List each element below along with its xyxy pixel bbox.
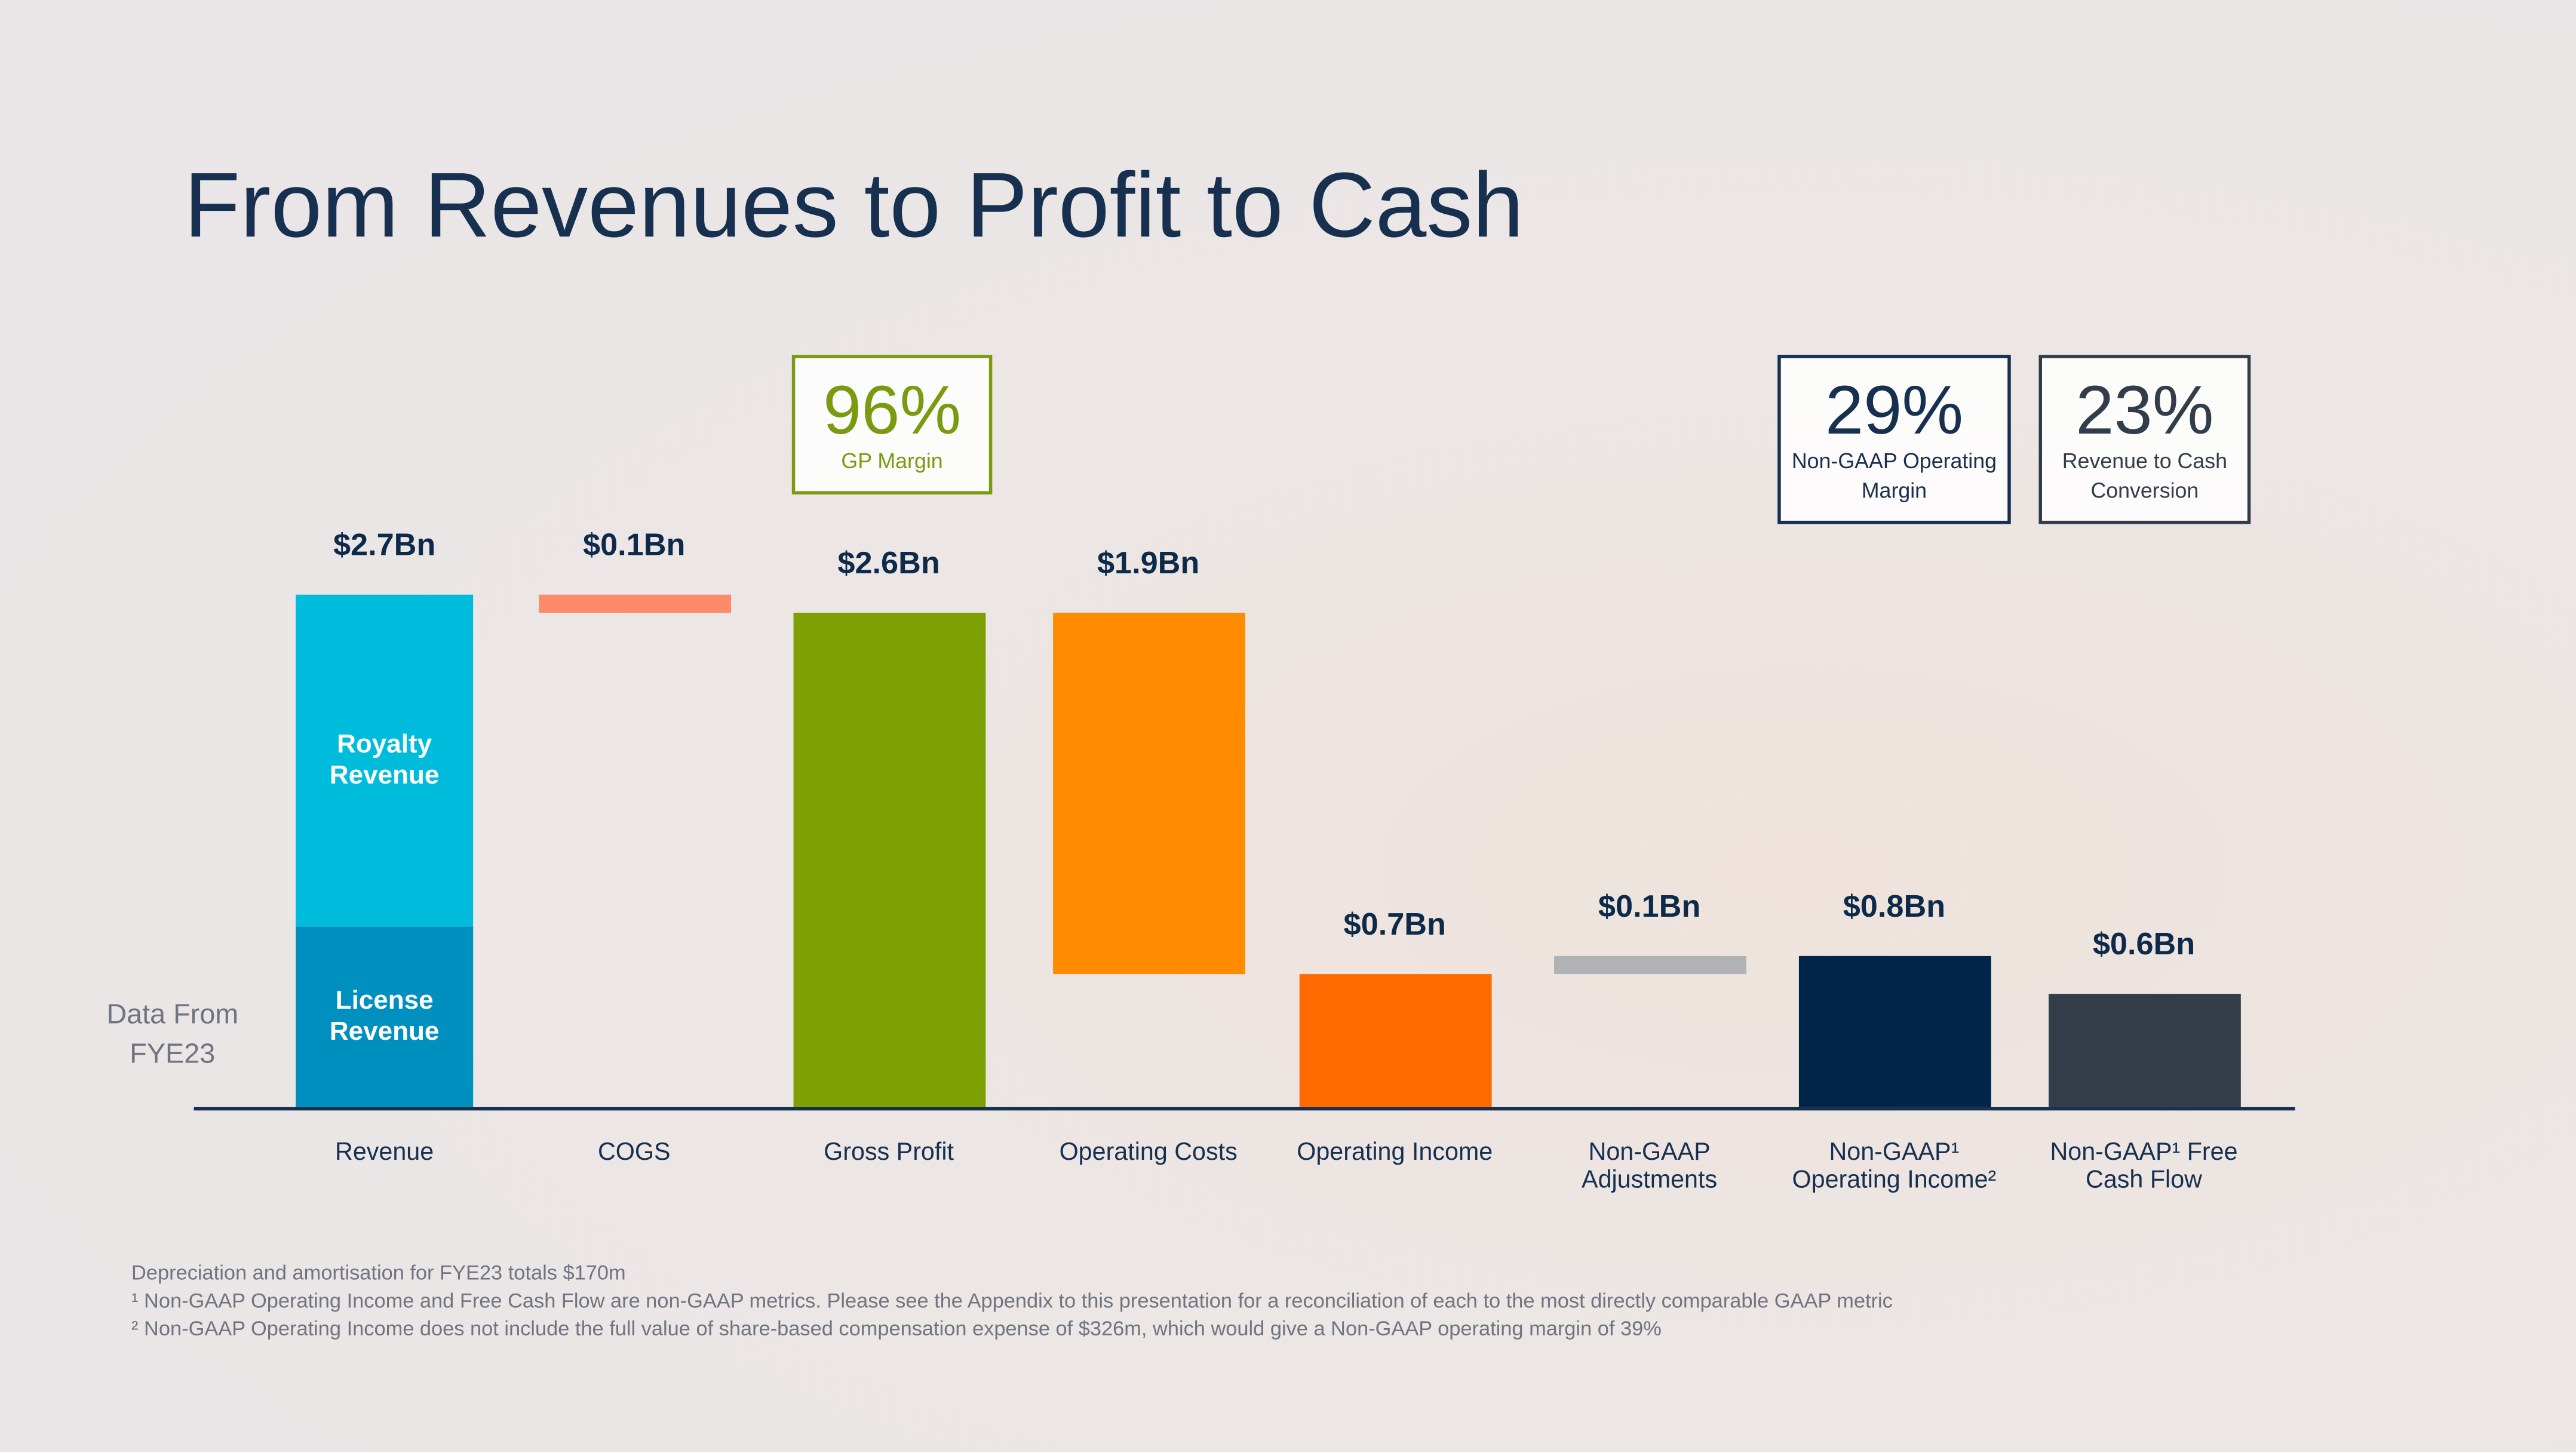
value-label: $0.8Bn bbox=[1843, 889, 1946, 924]
bar bbox=[2047, 993, 2240, 1107]
axis-line bbox=[194, 1107, 2295, 1111]
kpi-value: 96% bbox=[822, 371, 962, 449]
bar bbox=[1298, 974, 1491, 1107]
side-label: Data From FYE23 bbox=[106, 999, 239, 1070]
value-label: $2.7Bn bbox=[333, 529, 436, 564]
category-label: Operating Costs bbox=[1059, 1138, 1238, 1166]
category-label: COGS bbox=[597, 1138, 671, 1166]
bar bbox=[1798, 955, 1991, 1107]
segment-label: Royalty Revenue bbox=[329, 731, 440, 791]
bar bbox=[793, 613, 985, 1107]
value-label: $0.6Bn bbox=[2092, 927, 2196, 962]
bar-segment bbox=[296, 594, 474, 927]
segment-label: License Revenue bbox=[329, 987, 440, 1047]
kpi-box: 23% Revenue to Cash Conversion bbox=[2038, 355, 2251, 524]
kpi-label: Revenue to Cash Conversion bbox=[2062, 448, 2228, 503]
bar bbox=[1553, 955, 1746, 975]
value-label: $1.9Bn bbox=[1097, 548, 1200, 582]
bar bbox=[1052, 613, 1245, 975]
bar bbox=[538, 594, 730, 614]
kpi-value: 23% bbox=[2075, 371, 2214, 449]
value-label: $0.7Bn bbox=[1343, 908, 1446, 944]
value-label: $2.6Bn bbox=[837, 548, 940, 582]
category-label: Gross Profit bbox=[824, 1138, 954, 1166]
value-label: $0.1Bn bbox=[1598, 889, 1701, 924]
value-label: $0.1Bn bbox=[583, 529, 686, 564]
category-label: Non-GAAP¹ Free Cash Flow bbox=[2050, 1138, 2238, 1194]
slide-title: From Revenues to Profit to Cash bbox=[184, 152, 1524, 257]
footnote: ¹ Non-GAAP Operating Income and Free Cas… bbox=[131, 1289, 1893, 1313]
kpi-label: GP Margin bbox=[841, 448, 943, 474]
bar-segment bbox=[296, 926, 474, 1107]
kpi-value: 29% bbox=[1825, 371, 1964, 449]
category-label: Operating Income bbox=[1297, 1138, 1493, 1166]
kpi-box: 29% Non-GAAP Operating Margin bbox=[1777, 355, 2011, 524]
category-label: Non-GAAP Adjustments bbox=[1582, 1138, 1718, 1194]
kpi-box: 96% GP Margin bbox=[791, 355, 993, 494]
category-label: Revenue bbox=[335, 1138, 434, 1166]
footnote: ² Non-GAAP Operating Income does not inc… bbox=[131, 1317, 1662, 1341]
kpi-label: Non-GAAP Operating Margin bbox=[1791, 448, 1997, 503]
footnote: Depreciation and amortisation for FYE23 … bbox=[131, 1261, 626, 1285]
category-label: Non-GAAP¹ Operating Income² bbox=[1792, 1138, 1997, 1194]
